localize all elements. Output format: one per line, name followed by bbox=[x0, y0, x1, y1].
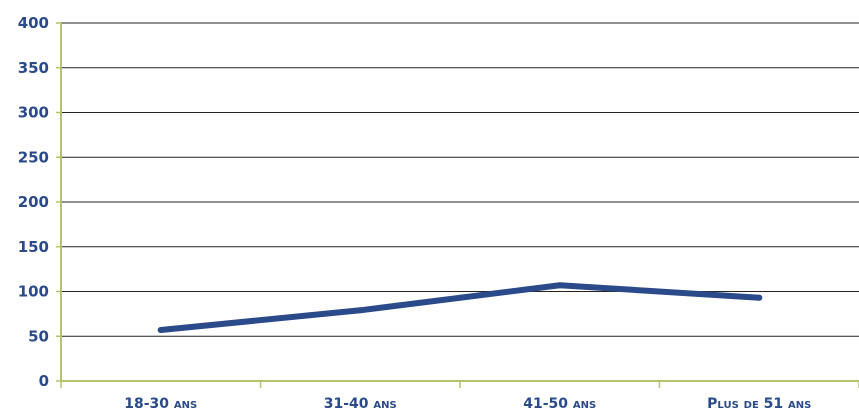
x-category-label: 18-30 ans bbox=[124, 396, 197, 412]
y-tick-label: 300 bbox=[18, 104, 49, 122]
y-tick-label: 200 bbox=[18, 193, 49, 211]
y-tick-label: 50 bbox=[28, 327, 49, 345]
x-category-label: 41-50 ans bbox=[523, 396, 596, 412]
series-layer bbox=[157, 282, 763, 333]
series-line-0 bbox=[157, 282, 763, 333]
data-point bbox=[556, 282, 563, 289]
y-tick-label: 250 bbox=[18, 148, 49, 166]
y-tick-label: 350 bbox=[18, 59, 49, 77]
y-tick-label: 0 bbox=[39, 372, 49, 390]
x-tick-labels: 18-30 ans 31-40 ans 41-50 ans Plus de 51 an… bbox=[124, 396, 811, 412]
data-point bbox=[756, 294, 763, 301]
y-tick-labels: 0 50 100 150 200 250 300 350 400 bbox=[18, 14, 49, 390]
x-category-label: Plus de 51 ans bbox=[707, 396, 811, 412]
y-tick-label: 400 bbox=[18, 14, 49, 32]
x-category-label: 31-40 ans bbox=[324, 396, 397, 412]
y-tick-label: 150 bbox=[18, 238, 49, 256]
data-point bbox=[357, 307, 364, 314]
data-point bbox=[157, 326, 164, 333]
axes bbox=[56, 22, 859, 388]
y-tick-label: 100 bbox=[18, 283, 49, 301]
gridlines bbox=[61, 22, 859, 337]
